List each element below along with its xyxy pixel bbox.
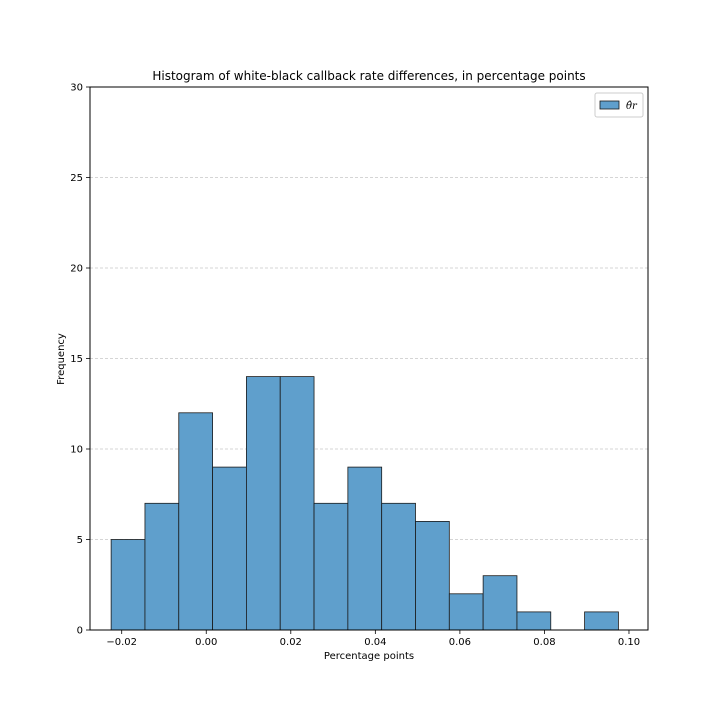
histogram-bar [246, 376, 281, 631]
y-tick-label: 10 [70, 445, 83, 456]
histogram-bar [415, 521, 450, 631]
histogram-bar [347, 466, 383, 631]
histogram-bar [584, 611, 619, 631]
x-tick-label: 0.04 [364, 637, 386, 648]
x-tick-label: 0.08 [533, 637, 555, 648]
histogram-bar [448, 593, 484, 631]
legend: θ̂r [594, 92, 644, 118]
y-tick-label: 30 [70, 83, 83, 94]
y-tick-label: 0 [77, 626, 83, 637]
y-tick-label: 5 [77, 535, 83, 546]
histogram-bar [178, 412, 213, 631]
x-axis-ticks: −0.02 0.00 0.02 0.04 0.06 0.08 0.10 [106, 630, 640, 648]
histogram-bar [516, 611, 552, 631]
histogram-bar [313, 502, 349, 631]
histogram-bar [482, 575, 518, 631]
histogram-bar [279, 376, 315, 631]
y-tick-label: 20 [70, 264, 83, 275]
x-tick-label: 0.00 [195, 637, 217, 648]
legend-entry-label: θ̂r [626, 101, 638, 112]
x-axis-label: Percentage points [324, 651, 414, 662]
x-tick-label: 0.06 [449, 637, 471, 648]
histogram-bar [212, 466, 247, 631]
histogram-bar [110, 539, 146, 631]
legend-swatch [599, 100, 620, 110]
x-tick-label: 0.02 [280, 637, 302, 648]
histogram-bar [381, 502, 416, 631]
x-tick-label: −0.02 [106, 637, 137, 648]
y-axis-label: Frequency [56, 333, 67, 385]
histogram-bar [144, 502, 180, 631]
chart-title: Histogram of white-black callback rate d… [152, 69, 585, 83]
y-tick-label: 15 [70, 354, 83, 365]
bars [110, 376, 619, 631]
x-tick-label: 0.10 [618, 637, 640, 648]
y-tick-label: 25 [70, 173, 83, 184]
y-axis-ticks: 0 5 10 15 20 25 30 [70, 83, 90, 637]
